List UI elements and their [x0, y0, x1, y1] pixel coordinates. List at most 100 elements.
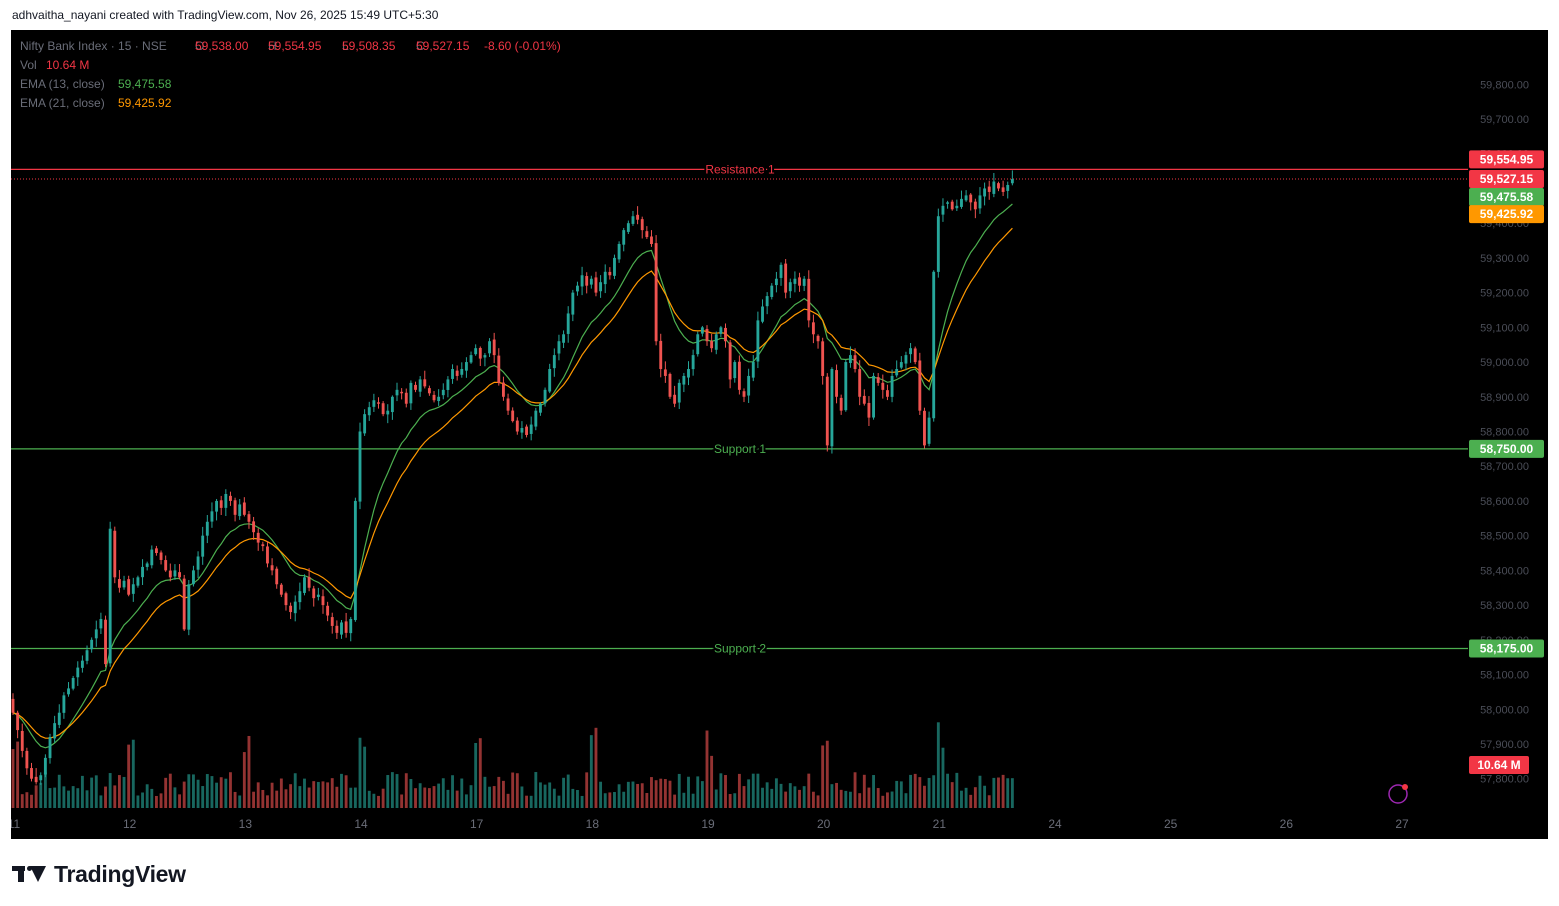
candle-body — [321, 596, 325, 606]
candle-body — [256, 532, 260, 543]
candle-body — [548, 369, 552, 392]
candle-body — [973, 201, 977, 210]
candle-body — [816, 335, 820, 342]
candle-body — [252, 521, 256, 533]
candle-body — [626, 223, 630, 232]
candle-body — [747, 375, 751, 396]
ema21-label: EMA (21, close) — [20, 96, 105, 110]
volume-bar — [427, 788, 431, 808]
level-label-2: Support 2 — [714, 641, 766, 655]
volume-bar — [25, 792, 29, 808]
time-tick-label: 18 — [586, 817, 600, 831]
volume-bar — [830, 784, 834, 808]
volume-bar — [164, 777, 168, 808]
candle-body — [844, 362, 848, 411]
candles — [11, 170, 1014, 785]
volume-bar — [992, 777, 996, 808]
volume-bar — [196, 779, 200, 808]
volume-bar — [765, 782, 769, 808]
volume-bar — [603, 793, 607, 808]
candle-body — [562, 334, 566, 343]
candle-body — [219, 500, 223, 508]
candle-body — [788, 282, 792, 292]
volume-bar — [936, 722, 940, 808]
volume-bar — [390, 772, 394, 808]
volume-bar — [432, 786, 436, 808]
volume-bar — [617, 784, 621, 808]
tradingview-logo[interactable]: TradingView — [12, 860, 186, 888]
volume-bar — [441, 778, 445, 808]
volume-bar — [256, 782, 260, 808]
ema13-value: 59,475.58 — [118, 77, 172, 91]
volume-bar — [941, 747, 945, 808]
candle-body — [127, 579, 131, 595]
candle-body — [141, 566, 144, 578]
ema21-line — [12, 227, 1013, 739]
candle-body — [946, 202, 950, 204]
volume-bar — [580, 795, 584, 808]
volume-bar — [923, 785, 926, 808]
candle-body — [270, 565, 274, 571]
candle-body — [205, 521, 209, 536]
volume-bar — [76, 788, 80, 808]
candle-body — [168, 570, 172, 578]
candle-body — [515, 420, 519, 432]
candle-body — [862, 395, 866, 404]
candle-body — [950, 201, 954, 210]
volume-bar — [904, 793, 908, 808]
volume-bar — [30, 794, 33, 808]
candlestick-chart[interactable]: Resistance 1 Support 1 Support 2 57,800.00… — [11, 30, 1548, 839]
chart-area[interactable]: Resistance 1 Support 1 Support 2 57,800.00… — [11, 30, 1548, 839]
price-tick-label: 57,800.00 — [1480, 774, 1529, 786]
candle-body — [830, 369, 834, 447]
candle-body — [978, 195, 982, 209]
candle-body — [673, 394, 677, 404]
candle-body — [409, 382, 413, 404]
last-price-badge: 59,527.15 — [1480, 172, 1534, 186]
volume-bar — [39, 782, 43, 808]
volume-bar — [710, 755, 714, 808]
candle-body — [423, 379, 427, 387]
candle-body — [316, 594, 320, 597]
alert-icon — [1388, 784, 1408, 804]
candle-body — [94, 629, 98, 639]
volume-bar — [247, 735, 251, 808]
volume-bar — [950, 782, 954, 808]
volume-bar — [946, 773, 950, 808]
volume-bar — [423, 787, 427, 808]
candle-body — [441, 389, 445, 396]
volume-bar — [275, 790, 279, 808]
candle-body — [367, 407, 371, 416]
candle-body — [552, 355, 556, 369]
volume-bar — [358, 737, 362, 808]
support1-price-badge: 58,750.00 — [1480, 442, 1534, 456]
candle-body — [25, 750, 29, 769]
candle-body — [650, 236, 653, 245]
volume-bar — [978, 775, 982, 808]
volume-bar — [455, 790, 459, 808]
candle-body — [307, 576, 311, 588]
volume-bar — [293, 773, 297, 808]
candle-body — [543, 389, 547, 404]
volume-bar — [918, 777, 922, 808]
volume-bar — [289, 784, 293, 808]
candle-body — [733, 362, 737, 379]
volume-bar — [316, 781, 320, 808]
volume-bar — [298, 786, 302, 808]
volume-bar — [335, 786, 339, 808]
candle-body — [497, 355, 501, 383]
candle-body — [99, 618, 103, 629]
candle-body — [312, 588, 316, 599]
candle-body — [145, 563, 149, 567]
volume-bar — [266, 795, 269, 808]
support1-price-badge-bg — [1469, 439, 1544, 458]
candle-body — [483, 355, 487, 358]
volume-bar — [446, 789, 450, 808]
volume-bar — [821, 745, 825, 808]
volume-bar — [71, 786, 75, 808]
support2-price-badge-bg — [1469, 639, 1544, 658]
volume-bar — [659, 778, 663, 808]
candle-body — [210, 511, 214, 522]
candle-body — [691, 355, 695, 370]
volume-bar — [127, 744, 131, 808]
